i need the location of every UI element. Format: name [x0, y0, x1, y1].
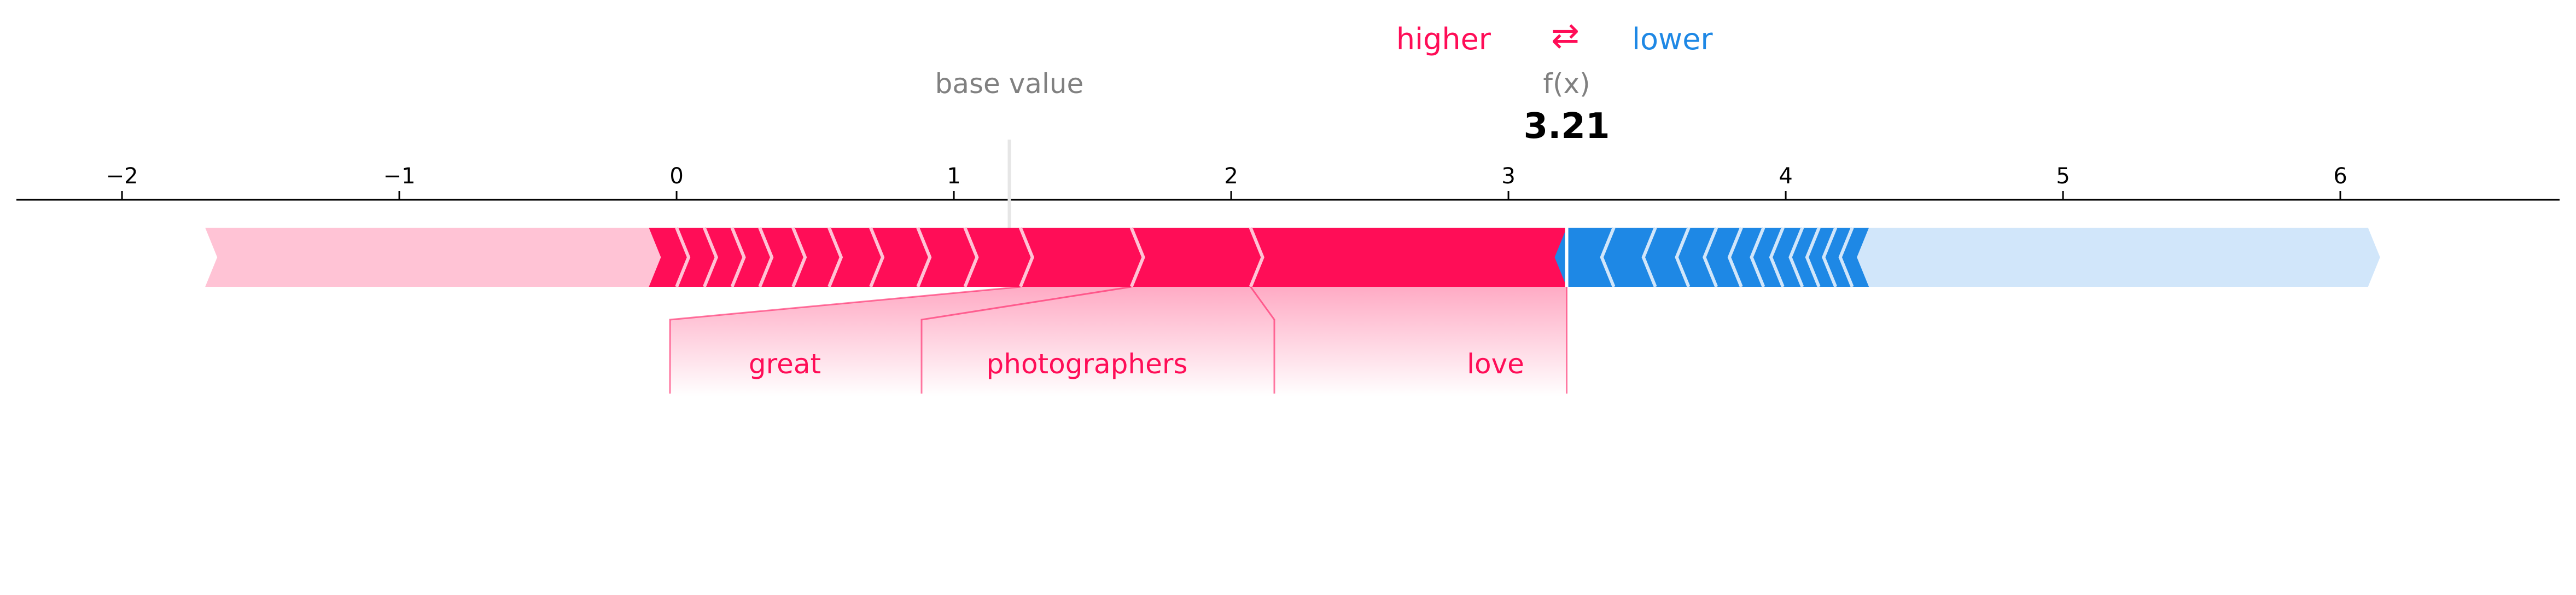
positive-segment	[1020, 228, 1144, 287]
positive-segment	[732, 228, 772, 287]
tick-label: 2	[1224, 164, 1238, 189]
legend-arrows-icon: ⇄	[1551, 15, 1580, 55]
feature-connector	[1250, 286, 1275, 394]
feature-labels: great photographers love	[669, 286, 1568, 396]
tick-label: 6	[2333, 164, 2347, 189]
positive-segment	[965, 228, 1033, 287]
positive-separator	[963, 227, 979, 288]
positive-segment	[793, 228, 841, 287]
positive-separator	[827, 227, 843, 288]
positive-separator	[1018, 227, 1034, 288]
feature-callout: great	[669, 286, 1132, 396]
negative-segment	[1601, 228, 1656, 287]
negative-tail	[1857, 228, 2380, 287]
tick-label: 1	[947, 164, 960, 189]
x-axis: −2 −1 0 1 2 3 4 5 6	[16, 164, 2560, 201]
positive-separator	[869, 227, 885, 288]
feature-shade	[1250, 287, 1567, 396]
tick-label: 5	[2056, 164, 2070, 189]
negative-segment	[1704, 228, 1741, 287]
positive-separator	[675, 227, 691, 288]
positive-segment	[649, 228, 689, 287]
positive-segment	[1250, 228, 1579, 287]
negative-separator	[1838, 227, 1854, 288]
negative-separator	[1675, 227, 1691, 288]
positive-segment	[704, 228, 744, 287]
positive-segment	[918, 228, 977, 287]
tick-label: 0	[669, 164, 683, 189]
tick-label: 4	[1779, 164, 1792, 189]
positive-separator	[702, 227, 719, 288]
feature-connector	[669, 286, 1021, 394]
negative-segment	[1554, 228, 1614, 287]
positive-tail	[205, 228, 661, 287]
legend-higher: higher	[1396, 22, 1491, 56]
positive-separator	[791, 227, 807, 288]
fx-label: f(x)	[1543, 68, 1590, 100]
positive-segment	[1131, 228, 1263, 287]
legend-lower: lower	[1632, 22, 1713, 56]
tick-label: 3	[1501, 164, 1515, 189]
feature-connector	[920, 286, 1132, 394]
feature-callout: photographers	[920, 286, 1274, 396]
negative-separator	[1703, 227, 1718, 288]
negative-separator	[1769, 227, 1785, 288]
positive-separator	[1129, 227, 1145, 288]
negative-separator	[1750, 227, 1765, 288]
feature-callout: love	[1250, 286, 1567, 396]
negative-segment	[1751, 228, 1783, 287]
negative-segment	[1643, 228, 1689, 287]
negative-separator	[1641, 227, 1657, 288]
positive-separator	[758, 227, 774, 288]
tick-label: −1	[383, 164, 416, 189]
feature-label: photographers	[987, 348, 1188, 380]
negative-segment	[1676, 228, 1717, 287]
positive-segment	[829, 228, 883, 287]
tick-label: −2	[106, 164, 138, 189]
positive-separator	[1249, 227, 1264, 288]
negative-segment	[1729, 228, 1764, 287]
positive-segment	[760, 228, 806, 287]
base-value-label: base value	[935, 68, 1084, 100]
negative-separator	[1727, 227, 1743, 288]
feature-shade	[670, 287, 1132, 396]
legend: higher ⇄ lower	[1396, 15, 1714, 56]
force-bars	[205, 227, 2380, 288]
negative-separator	[1805, 227, 1821, 288]
positive-separator	[730, 227, 746, 288]
positive-segment	[677, 228, 716, 287]
positive-separator	[916, 227, 932, 288]
feature-label: love	[1467, 348, 1524, 380]
positive-segment	[870, 228, 930, 287]
negative-separator	[1600, 227, 1616, 288]
negative-segment	[1770, 228, 1803, 287]
feature-shade	[922, 287, 1274, 396]
fx-value: 3.21	[1524, 106, 1610, 147]
negative-separator	[1788, 227, 1804, 288]
feature-label: great	[749, 348, 821, 380]
negative-separator	[1822, 227, 1838, 288]
